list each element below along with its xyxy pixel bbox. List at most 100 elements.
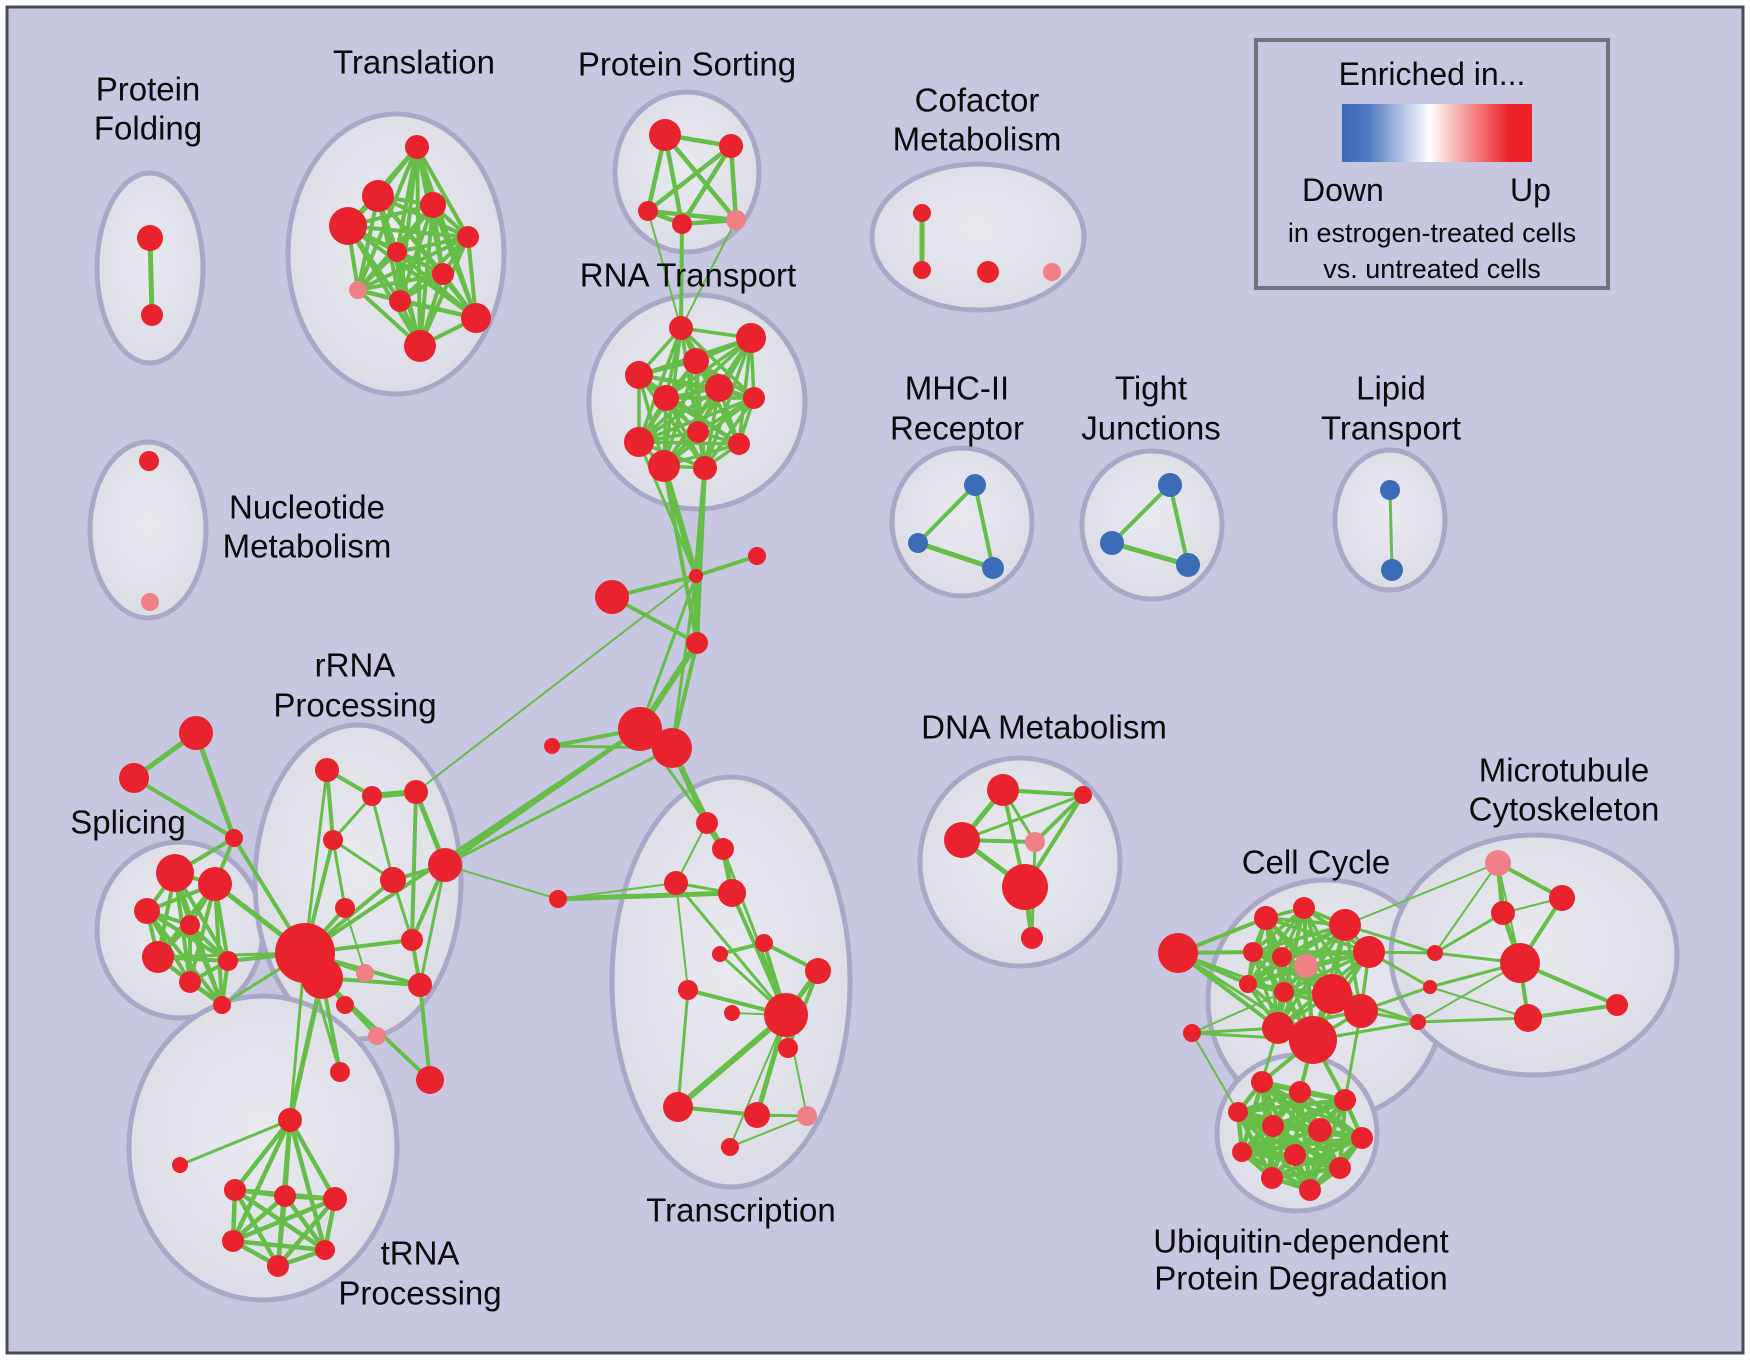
- gene-set-node-dm1[interactable]: [987, 774, 1019, 806]
- gene-set-node-tx11[interactable]: [663, 1092, 693, 1122]
- gene-set-node-ub9[interactable]: [1284, 1144, 1306, 1166]
- gene-set-node-rt3[interactable]: [683, 348, 709, 374]
- gene-set-node-cc9[interactable]: [1274, 982, 1294, 1002]
- gene-set-node-rr8[interactable]: [356, 964, 374, 982]
- gene-set-node-ub2[interactable]: [1289, 1081, 1311, 1103]
- gene-set-node-cc12[interactable]: [1289, 1016, 1337, 1064]
- gene-set-node-ps3[interactable]: [638, 201, 658, 221]
- gene-set-node-cc11[interactable]: [1344, 994, 1378, 1028]
- gene-set-node-tj3[interactable]: [1176, 553, 1200, 577]
- gene-set-node-mt5[interactable]: [1514, 1004, 1542, 1032]
- gene-set-node-trn3[interactable]: [323, 1187, 347, 1211]
- gene-set-node-cc7[interactable]: [1294, 954, 1318, 978]
- gene-set-node-tx8[interactable]: [805, 958, 831, 984]
- gene-set-node-rt9[interactable]: [624, 427, 654, 457]
- gene-set-node-dm5[interactable]: [1002, 864, 1048, 910]
- gene-set-node-trn4[interactable]: [222, 1230, 244, 1252]
- gene-set-node-rr14[interactable]: [416, 1066, 444, 1094]
- gene-set-node-ub5[interactable]: [1262, 1115, 1284, 1137]
- gene-set-node-tl1[interactable]: [405, 135, 429, 159]
- gene-set-node-cc1[interactable]: [1254, 906, 1278, 930]
- gene-set-node-trn5[interactable]: [315, 1240, 335, 1260]
- gene-set-node-tl2[interactable]: [362, 180, 394, 212]
- gene-set-node-lt2[interactable]: [1381, 559, 1403, 581]
- gene-set-node-ub3[interactable]: [1334, 1089, 1356, 1111]
- gene-set-node-tl11[interactable]: [404, 330, 436, 362]
- gene-set-node-sp1[interactable]: [156, 854, 194, 892]
- gene-set-node-dm2[interactable]: [1074, 786, 1092, 804]
- gene-set-node-nm2[interactable]: [141, 593, 159, 611]
- gene-set-node-ub11[interactable]: [1261, 1167, 1283, 1189]
- gene-set-node-rt4[interactable]: [625, 361, 653, 389]
- gene-set-node-trn2[interactable]: [274, 1185, 296, 1207]
- gene-set-node-f1[interactable]: [748, 547, 766, 565]
- gene-set-node-cc4[interactable]: [1243, 942, 1263, 962]
- gene-set-node-pf1[interactable]: [137, 225, 163, 251]
- gene-set-node-tx3[interactable]: [664, 871, 688, 895]
- gene-set-node-rt2[interactable]: [736, 323, 766, 353]
- gene-set-node-rr12[interactable]: [368, 1027, 386, 1045]
- gene-set-node-cc8[interactable]: [1239, 975, 1257, 993]
- gene-set-node-rr11[interactable]: [336, 996, 354, 1014]
- gene-set-node-sp5[interactable]: [142, 941, 174, 973]
- gene-set-node-tx6[interactable]: [712, 946, 728, 962]
- gene-set-node-cc13[interactable]: [1262, 1012, 1294, 1044]
- gene-set-node-nm1[interactable]: [139, 451, 159, 471]
- gene-set-node-f5[interactable]: [618, 707, 662, 751]
- gene-set-node-trn1[interactable]: [224, 1179, 246, 1201]
- gene-set-node-cc10[interactable]: [1312, 974, 1352, 1014]
- gene-set-node-cm3[interactable]: [977, 261, 999, 283]
- gene-set-node-sp4[interactable]: [180, 915, 200, 935]
- gene-set-node-ub4[interactable]: [1228, 1102, 1248, 1122]
- gene-set-node-sp3[interactable]: [134, 898, 160, 924]
- gene-set-node-tj2[interactable]: [1100, 531, 1124, 555]
- gene-set-node-f4[interactable]: [686, 632, 708, 654]
- gene-set-node-tl7[interactable]: [432, 263, 454, 285]
- gene-set-node-trn6[interactable]: [267, 1255, 289, 1277]
- gene-set-node-lt1[interactable]: [1380, 480, 1400, 500]
- gene-set-node-cc2[interactable]: [1293, 897, 1315, 919]
- gene-set-node-cm2[interactable]: [913, 261, 931, 279]
- gene-set-node-ps5[interactable]: [726, 210, 746, 230]
- gene-set-node-ub1[interactable]: [1251, 1071, 1273, 1093]
- gene-set-node-dm3[interactable]: [944, 822, 980, 858]
- gene-set-node-t1[interactable]: [179, 716, 213, 750]
- gene-set-node-rt10[interactable]: [648, 450, 680, 482]
- gene-set-node-mt3[interactable]: [1491, 901, 1515, 925]
- gene-set-node-rt1[interactable]: [669, 316, 693, 340]
- gene-set-node-rr4[interactable]: [323, 830, 343, 850]
- gene-set-node-mt1[interactable]: [1485, 850, 1511, 876]
- gene-set-node-tx10[interactable]: [778, 1038, 798, 1058]
- gene-set-node-tl10[interactable]: [461, 303, 491, 333]
- gene-set-node-j1[interactable]: [1427, 945, 1443, 961]
- gene-set-node-rt6[interactable]: [653, 385, 679, 411]
- gene-set-node-rrh2[interactable]: [301, 957, 343, 999]
- gene-set-node-rr6[interactable]: [428, 848, 462, 882]
- gene-set-node-ps4[interactable]: [672, 214, 692, 234]
- gene-set-node-ubo[interactable]: [1183, 1024, 1201, 1042]
- gene-set-node-j3[interactable]: [1410, 1014, 1426, 1030]
- gene-set-node-cc5[interactable]: [1272, 947, 1292, 967]
- gene-set-node-tx13[interactable]: [797, 1106, 817, 1126]
- gene-set-node-f3[interactable]: [595, 580, 629, 614]
- gene-set-node-mt4[interactable]: [1500, 943, 1540, 983]
- gene-set-node-ub10[interactable]: [1329, 1157, 1351, 1179]
- gene-set-node-ub12[interactable]: [1299, 1179, 1321, 1201]
- gene-set-node-tx1[interactable]: [696, 812, 718, 834]
- gene-set-node-sp2[interactable]: [198, 867, 232, 901]
- gene-set-node-tx7[interactable]: [678, 980, 698, 1000]
- gene-set-node-mh3[interactable]: [982, 557, 1004, 579]
- gene-set-node-ps2[interactable]: [719, 134, 743, 158]
- gene-set-node-rt5[interactable]: [705, 374, 733, 402]
- gene-set-node-tx12[interactable]: [744, 1102, 770, 1128]
- gene-set-node-dm4[interactable]: [1025, 832, 1045, 852]
- gene-set-node-tl4[interactable]: [329, 207, 367, 245]
- gene-set-node-txh[interactable]: [764, 993, 808, 1037]
- gene-set-node-rt12[interactable]: [728, 433, 750, 455]
- gene-set-node-tl8[interactable]: [349, 281, 367, 299]
- gene-set-node-t2[interactable]: [119, 763, 149, 793]
- gene-set-node-ub8[interactable]: [1232, 1142, 1252, 1162]
- gene-set-node-mt6[interactable]: [1606, 994, 1628, 1016]
- gene-set-node-ub6[interactable]: [1308, 1118, 1332, 1142]
- gene-set-node-rr1[interactable]: [315, 758, 339, 782]
